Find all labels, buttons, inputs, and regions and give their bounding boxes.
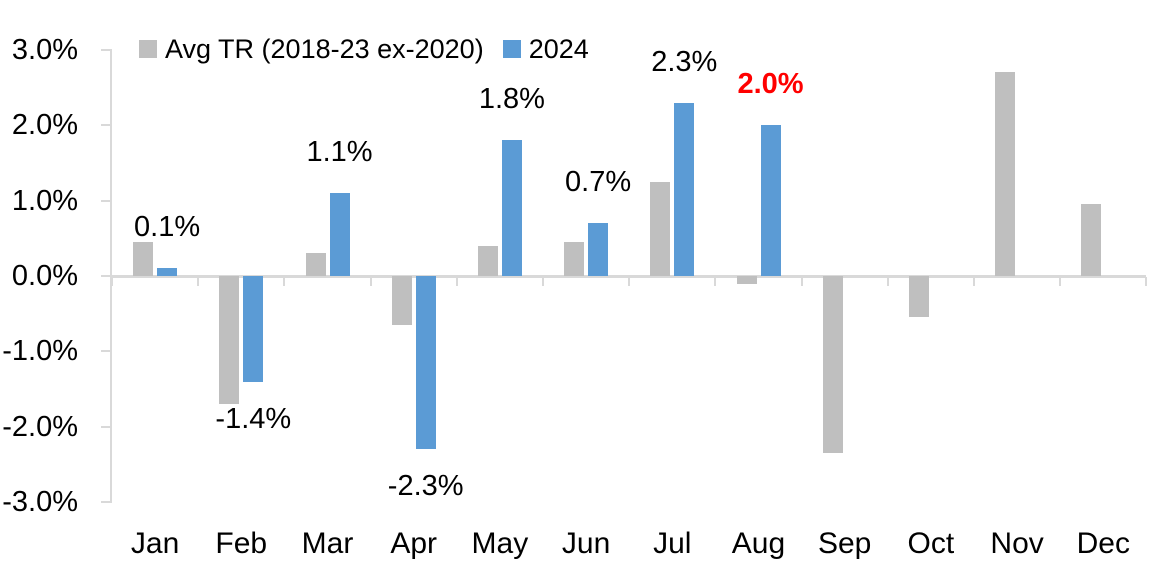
zero-gridline (110, 274, 1147, 278)
x-axis-tick (197, 277, 200, 286)
bar-2024-mar (329, 193, 350, 276)
bar-avg-tr-dec (1081, 204, 1102, 276)
bar-2024-apr (415, 276, 436, 450)
x-axis-tick (1145, 277, 1148, 286)
x-axis-label-oct: Oct (907, 527, 955, 560)
x-axis-tick (886, 277, 889, 286)
bar-avg-tr-oct (908, 276, 929, 318)
y-axis-tick (101, 501, 111, 504)
bar-2024-jun (588, 223, 609, 276)
y-axis-tick (101, 199, 111, 202)
y-axis-tick (101, 48, 111, 51)
x-axis-label-jul: Jul (653, 527, 692, 560)
x-axis-tick (714, 277, 717, 286)
bar-2024-jul (674, 102, 695, 276)
legend-item-avg-tr: Avg TR (2018-23 ex-2020) (139, 34, 484, 65)
bar-avg-tr-jan (133, 242, 154, 276)
x-axis-label-jun: Jun (561, 527, 611, 560)
y-axis-label: -1.0% (2, 335, 78, 368)
legend: Avg TR (2018-23 ex-2020) 2024 (139, 33, 589, 65)
legend-swatch-2024 (502, 40, 521, 58)
y-axis-label: -3.0% (2, 486, 78, 519)
x-axis-tick (111, 277, 113, 286)
y-axis-label: 1.0% (11, 184, 78, 217)
bar-2024-may (501, 140, 522, 276)
x-axis-tick (1059, 277, 1062, 286)
x-axis-tick (283, 277, 286, 286)
y-axis-label: 0.0% (11, 260, 78, 292)
y-axis-label: 2.0% (11, 109, 78, 142)
x-axis-label-aug: Aug (731, 527, 786, 560)
x-axis-label-apr: Apr (390, 527, 438, 560)
bar-avg-tr-nov (995, 72, 1016, 276)
data-label-may: 1.8% (478, 83, 545, 116)
bar-avg-tr-mar (305, 253, 326, 276)
x-axis-label-sep: Sep (817, 527, 872, 560)
x-axis-tick (455, 277, 458, 286)
legend-label-2024: 2024 (528, 33, 589, 64)
bar-avg-tr-jun (564, 242, 585, 276)
legend-label-avg-tr: Avg TR (2018-23 ex-2020) (165, 33, 484, 64)
x-axis-label-jan: Jan (130, 527, 180, 560)
y-axis-label: 3.0% (11, 33, 78, 66)
data-label-apr: -2.3% (387, 470, 464, 503)
bar-avg-tr-jul (650, 181, 671, 276)
x-axis-label-mar: Mar (301, 527, 354, 560)
data-label-jan: 0.1% (134, 211, 201, 244)
data-label-jul: 2.3% (651, 45, 718, 78)
y-axis-tick (101, 350, 111, 353)
y-axis-label: -2.0% (2, 410, 78, 443)
data-label-mar: 1.1% (306, 136, 373, 169)
x-axis-tick (628, 277, 631, 286)
bar-avg-tr-aug (736, 276, 757, 284)
bar-avg-tr-feb (219, 276, 240, 405)
x-axis-label-may: May (471, 527, 529, 560)
x-axis-tick (369, 277, 372, 286)
y-axis-tick (101, 124, 111, 127)
bar-avg-tr-may (477, 245, 498, 276)
x-axis-label-nov: Nov (990, 527, 1044, 560)
bar-2024-aug (760, 125, 781, 276)
legend-swatch-avg-tr (139, 40, 157, 58)
legend-item-2024: 2024 (502, 33, 589, 65)
x-axis-tick (800, 277, 803, 286)
x-axis-label-dec: Dec (1076, 527, 1130, 560)
bar-avg-tr-sep (822, 276, 843, 454)
bar-2024-feb (243, 276, 264, 382)
x-axis-tick (973, 277, 975, 286)
bar-avg-tr-apr (391, 276, 412, 325)
bar-2024-jan (157, 268, 178, 276)
x-axis-tick (542, 277, 544, 286)
data-label-jun: 0.7% (565, 166, 632, 199)
y-axis-tick (101, 275, 111, 277)
data-label-aug: 2.0% (737, 68, 804, 101)
data-label-feb: -1.4% (215, 402, 292, 435)
x-axis-label-feb: Feb (215, 527, 268, 560)
y-axis-tick (101, 425, 111, 428)
